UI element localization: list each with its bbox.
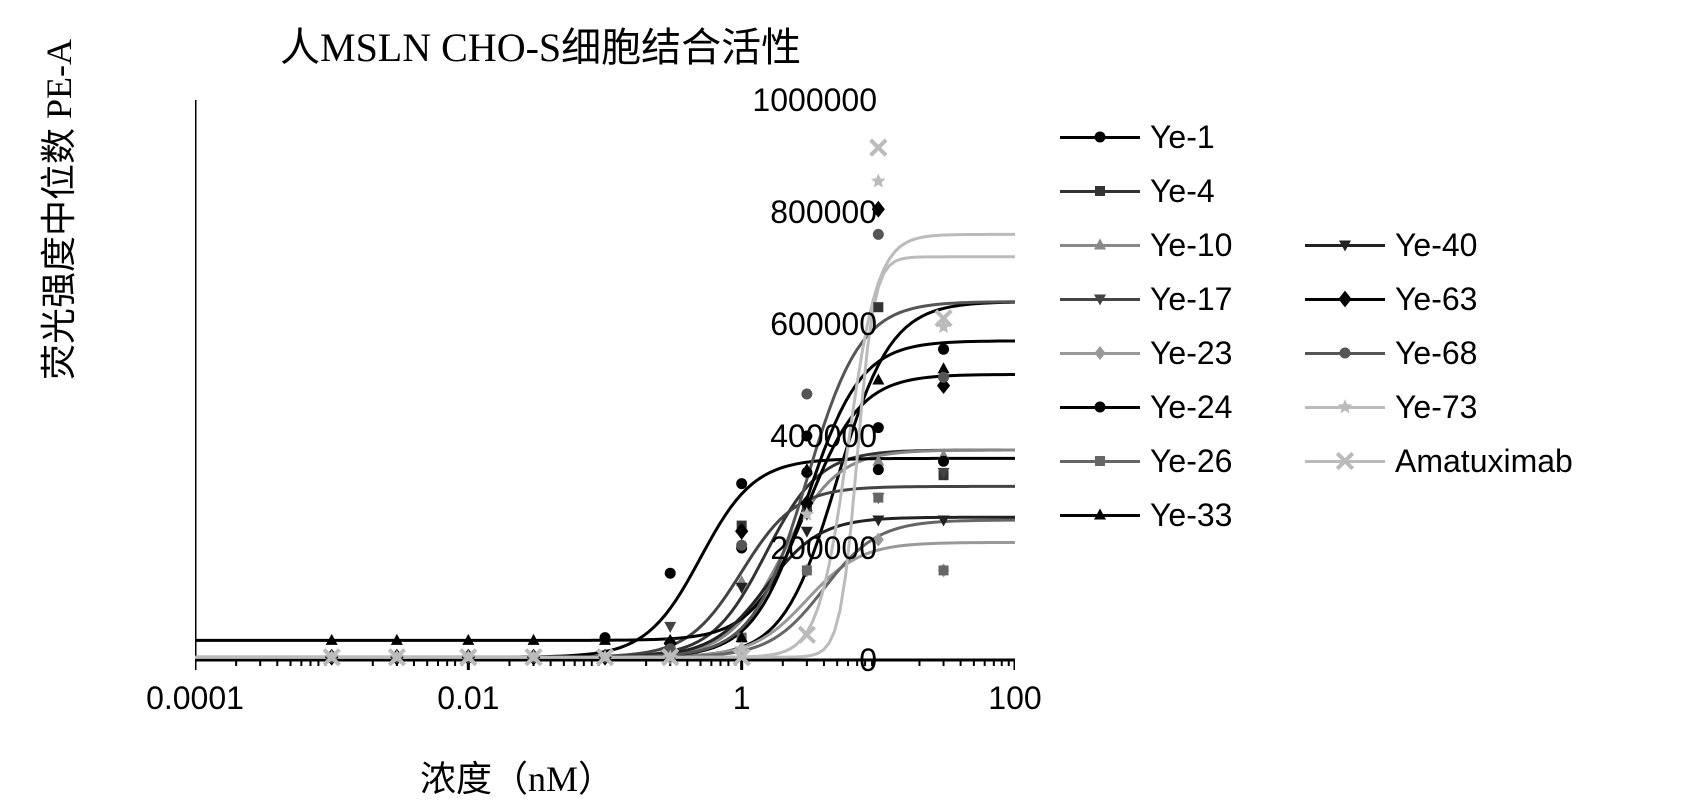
- legend-item: Ye-23: [1060, 326, 1232, 380]
- legend-item: Ye-40: [1305, 218, 1573, 272]
- legend-label: Ye-68: [1395, 335, 1477, 372]
- legend-item: Ye-24: [1060, 380, 1232, 434]
- x-axis-label: 浓度（nM）: [420, 750, 614, 802]
- chart-container: 人MSLN CHO-S细胞结合活性 荧光强度中位数 PE-A 浓度（nM） 0 2…: [0, 0, 1707, 808]
- legend-item: Ye-10: [1060, 218, 1232, 272]
- legend-label: Ye-4: [1150, 173, 1215, 210]
- legend-marker: [1060, 230, 1140, 260]
- legend-item: Ye-26: [1060, 434, 1232, 488]
- chart-title: 人MSLN CHO-S细胞结合活性: [280, 15, 801, 73]
- legend-item: Ye-68: [1305, 326, 1573, 380]
- x-tick-label: 0.01: [398, 680, 538, 717]
- legend-marker: [1060, 176, 1140, 206]
- y-tick-label: 1000000: [727, 82, 877, 119]
- legend-marker: [1060, 284, 1140, 314]
- legend-label: Amatuximab: [1395, 443, 1573, 480]
- legend-label: Ye-33: [1150, 497, 1232, 534]
- legend-marker: [1060, 500, 1140, 530]
- plot-svg: [195, 100, 1015, 690]
- legend-item: Ye-73: [1305, 380, 1573, 434]
- legend-item: Ye-63: [1305, 272, 1573, 326]
- legend-label: Ye-23: [1150, 335, 1232, 372]
- legend-marker: [1060, 338, 1140, 368]
- legend-label: Ye-26: [1150, 443, 1232, 480]
- legend-marker: [1305, 338, 1385, 368]
- y-axis-label: 荧光强度中位数 PE-A: [30, 39, 82, 380]
- legend-item: Ye-33: [1060, 488, 1232, 542]
- legend-label: Ye-17: [1150, 281, 1232, 318]
- legend-marker: [1305, 446, 1385, 476]
- y-tick-label: 800000: [727, 194, 877, 231]
- legend-item: Ye-1: [1060, 110, 1232, 164]
- legend-column-1: Ye-1 Ye-4 Ye-10 Ye-17 Ye-23 Ye-24 Ye-26 Ye-33: [1060, 110, 1232, 542]
- x-tick-label: 100: [945, 680, 1085, 717]
- legend-item: Amatuximab: [1305, 434, 1573, 488]
- legend-label: Ye-1: [1150, 119, 1215, 156]
- legend-column-2: Ye-40 Ye-63 Ye-68 Ye-73 Amatuximab: [1305, 218, 1573, 488]
- legend-marker: [1060, 446, 1140, 476]
- legend-marker: [1305, 392, 1385, 422]
- legend-label: Ye-40: [1395, 227, 1477, 264]
- legend-label: Ye-10: [1150, 227, 1232, 264]
- legend-label: Ye-24: [1150, 389, 1232, 426]
- legend-marker: [1060, 392, 1140, 422]
- legend-label: Ye-63: [1395, 281, 1477, 318]
- y-tick-label: 0: [727, 642, 877, 679]
- x-tick-label: 1: [672, 680, 812, 717]
- legend-marker: [1305, 230, 1385, 260]
- legend-marker: [1060, 122, 1140, 152]
- legend-item: Ye-4: [1060, 164, 1232, 218]
- legend-item: Ye-17: [1060, 272, 1232, 326]
- y-tick-label: 400000: [727, 418, 877, 455]
- x-tick-label: 0.0001: [125, 680, 265, 717]
- legend-label: Ye-73: [1395, 389, 1477, 426]
- y-tick-label: 200000: [727, 530, 877, 567]
- y-tick-label: 600000: [727, 306, 877, 343]
- legend-marker: [1305, 284, 1385, 314]
- plot-area: [195, 100, 1015, 660]
